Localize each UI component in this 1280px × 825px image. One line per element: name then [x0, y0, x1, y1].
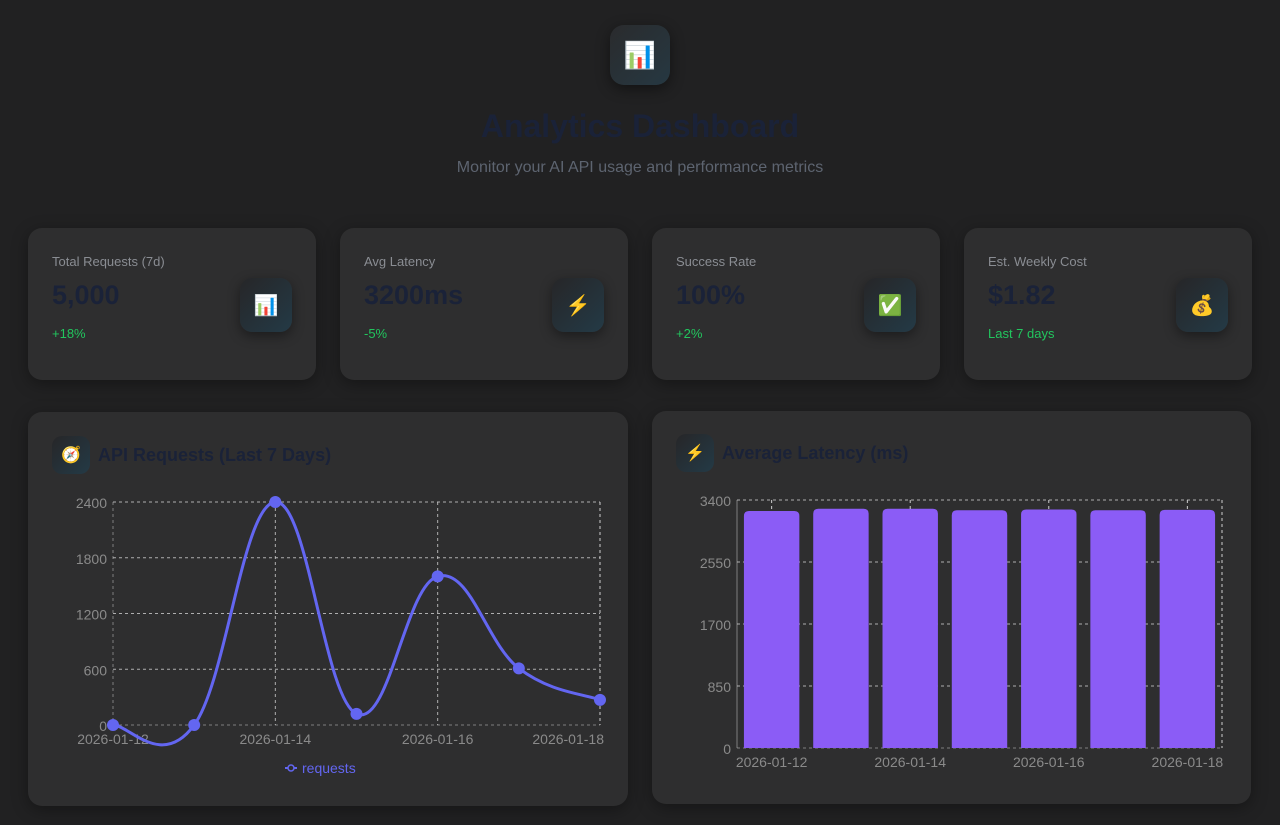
latency-bar	[743, 510, 800, 748]
stat-card-avg-latency: Avg Latency 3200ms -5% ⚡	[340, 228, 628, 380]
lightning-icon: ⚡	[676, 434, 714, 472]
y-tick-label: 600	[84, 662, 108, 678]
data-point	[188, 719, 201, 731]
x-tick-label: 2026-01-16	[402, 731, 474, 747]
y-tick-label: 850	[708, 679, 732, 695]
data-point	[512, 662, 525, 675]
latency-chart-title: Average Latency (ms)	[722, 443, 909, 463]
x-tick-label: 2026-01-18	[1152, 754, 1224, 770]
x-tick-label: 2026-01-18	[532, 731, 604, 747]
check-icon: ✅	[864, 278, 916, 332]
y-tick-label: 3400	[700, 493, 731, 509]
stat-card-weekly-cost: Est. Weekly Cost $1.82 Last 7 days 💰	[964, 228, 1252, 380]
y-tick-label: 1700	[700, 617, 731, 633]
money-bag-icon: 💰	[1176, 278, 1228, 332]
latency-bar	[1021, 509, 1077, 748]
stat-value: 5,000	[52, 280, 120, 310]
stat-label: Est. Weekly Cost	[988, 254, 1087, 269]
legend-marker-dot	[287, 764, 295, 772]
stat-delta: -5%	[364, 326, 388, 341]
legend-label-requests: requests	[302, 760, 356, 776]
x-tick-label: 2026-01-14	[240, 731, 312, 747]
x-tick-label: 2026-01-12	[77, 731, 149, 747]
x-tick-label: 2026-01-12	[736, 754, 808, 770]
latency-bar	[1159, 509, 1216, 748]
stat-delta: +18%	[52, 326, 86, 341]
stat-label: Avg Latency	[364, 254, 436, 269]
y-tick-label: 0	[723, 741, 731, 757]
bar-chart-icon: 📊	[623, 39, 657, 70]
stat-value: $1.82	[988, 280, 1056, 310]
stat-delta: Last 7 days	[988, 326, 1055, 341]
y-tick-label: 2550	[700, 555, 731, 571]
stat-value: 100%	[676, 280, 746, 310]
stat-label: Total Requests (7d)	[52, 254, 165, 269]
stat-card-total-requests: Total Requests (7d) 5,000 +18% 📊	[28, 228, 316, 380]
stat-value: 3200ms	[364, 280, 464, 310]
page-subtitle: Monitor your AI API usage and performanc…	[456, 159, 824, 176]
data-point	[107, 719, 119, 731]
y-tick-label: 1200	[76, 607, 107, 623]
requests-chart-panel	[28, 412, 628, 806]
dashboard-logo-icon: 📊	[610, 25, 670, 85]
stat-label: Success Rate	[676, 254, 757, 269]
x-tick-label: 2026-01-16	[1013, 754, 1085, 770]
y-tick-label: 2400	[76, 495, 107, 511]
data-point	[431, 570, 444, 583]
page-title: Analytics Dashboard	[480, 108, 800, 144]
bar-chart-icon: 📊	[240, 278, 292, 332]
compass-icon: 🧭	[52, 436, 90, 474]
x-tick-label: 2026-01-14	[874, 754, 946, 770]
data-point	[269, 496, 282, 508]
latency-bar	[1090, 510, 1146, 748]
y-tick-label: 1800	[76, 551, 107, 567]
data-point	[594, 693, 606, 706]
lightning-icon: ⚡	[552, 278, 604, 332]
requests-chart-title: API Requests (Last 7 Days)	[98, 445, 332, 465]
stat-card-success-rate: Success Rate 100% +2% ✅	[652, 228, 940, 380]
stat-delta: +2%	[676, 326, 703, 341]
y-tick-label: 0	[99, 718, 107, 734]
latency-bar	[813, 508, 869, 748]
latency-bar	[951, 510, 1008, 748]
latency-bar	[882, 508, 938, 748]
requests-series-line	[112, 500, 601, 747]
data-point	[350, 707, 363, 720]
